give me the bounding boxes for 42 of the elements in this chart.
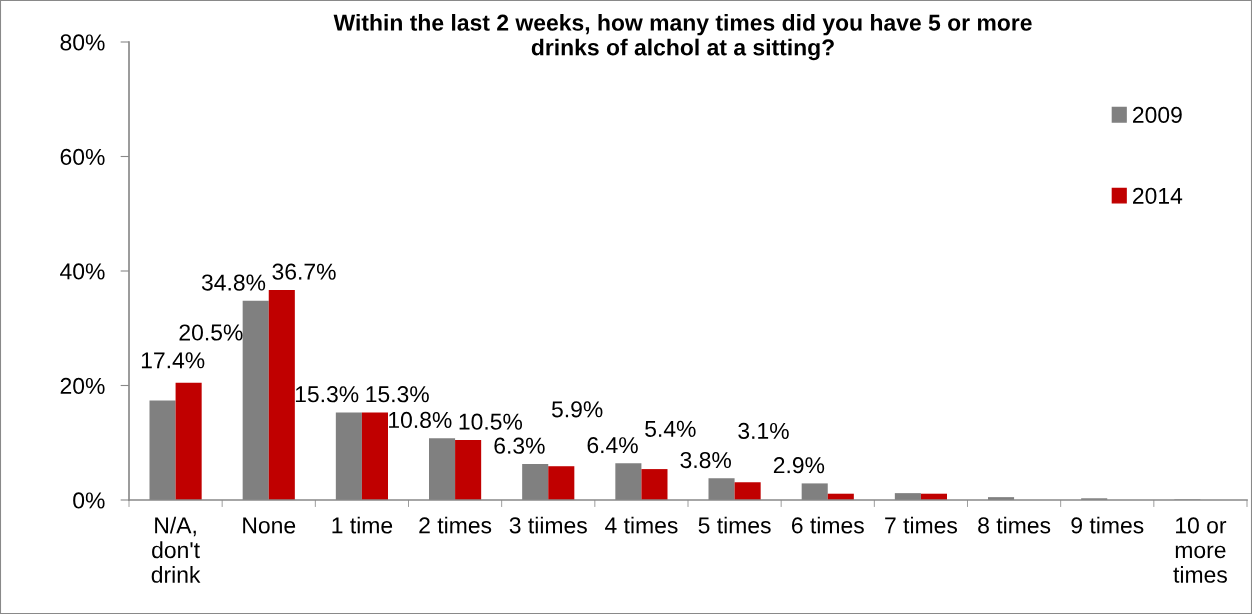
legend-label: 2014 (1133, 187, 1183, 204)
data-label: 15.3% (366, 386, 429, 403)
data-label: 3.8% (680, 451, 731, 469)
data-label: 5.9% (551, 401, 603, 418)
data-label: 10.5% (459, 413, 523, 430)
x-tick-label: None (243, 517, 296, 534)
x-tick-label: 10 or more times (1173, 517, 1227, 583)
x-tick-label: 8 times (978, 516, 1051, 534)
x-tick-label: 1 time (332, 516, 393, 534)
bar (361, 412, 388, 500)
y-tick-label: 80% (60, 34, 105, 51)
y-tick-label: 0% (73, 492, 105, 509)
data-label: 20.5% (179, 324, 243, 341)
data-label: 10.8% (389, 411, 452, 429)
chart-title: Within the last 2 weeks, how many times did you have 5 or more drinks of alchol at a sitting? (333, 14, 1032, 61)
x-tick-label: 5 times (698, 516, 771, 534)
data-label: 6.3% (494, 437, 545, 454)
bar (455, 439, 482, 500)
x-tick-label: 3 tiimes (509, 516, 587, 534)
bar (641, 469, 668, 500)
y-tick-label: 60% (60, 148, 105, 166)
bar (734, 482, 761, 500)
data-label: 2.9% (773, 457, 825, 474)
x-tick-label: 4 times (605, 516, 678, 534)
y-tick-label: 20% (60, 377, 105, 395)
bar (175, 382, 202, 500)
x-tick-label: N/A, don't drink (151, 516, 201, 583)
data-label: 36.7% (272, 263, 336, 280)
data-label: 5.4% (645, 420, 696, 437)
y-tick-label: 40% (60, 263, 105, 280)
x-tick-label: 2 times (419, 516, 492, 534)
x-tick-label: 7 times (885, 516, 958, 534)
bar (268, 289, 295, 500)
bar (548, 466, 575, 500)
x-tick-label: 6 times (791, 516, 864, 534)
data-label: 6.4% (587, 437, 638, 454)
legend-label: 2009 (1133, 106, 1182, 123)
x-tick-label: 9 times (1071, 516, 1144, 534)
data-label: 34.8% (201, 274, 266, 291)
data-label: 15.3% (295, 386, 359, 403)
data-label: 3.1% (738, 422, 789, 440)
data-label: 17.4% (141, 352, 205, 369)
